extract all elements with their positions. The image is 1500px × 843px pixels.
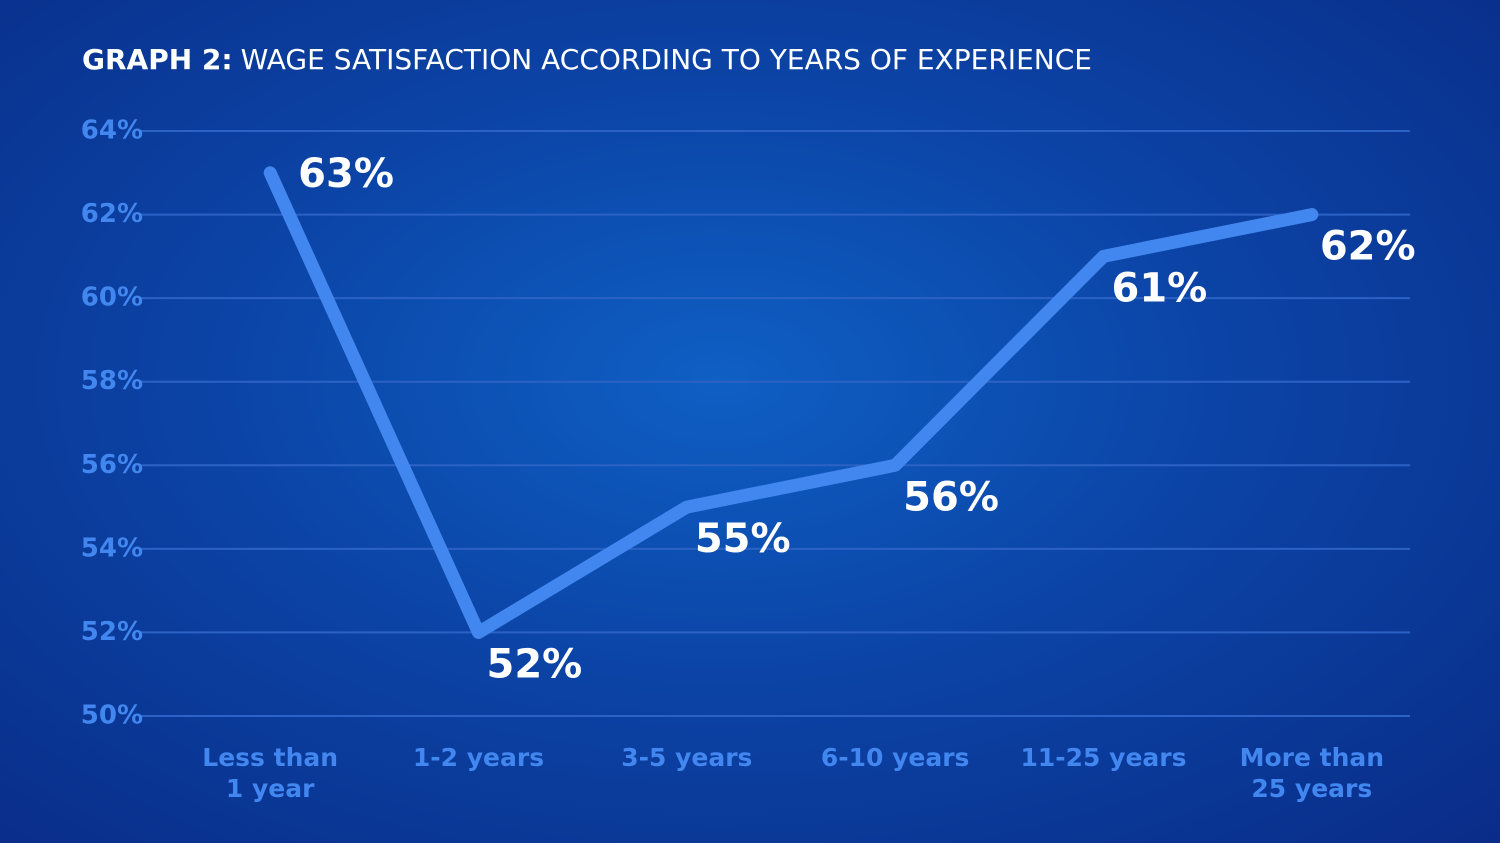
y-tick-label: 58% <box>81 366 143 396</box>
y-tick-label: 64% <box>81 116 143 146</box>
data-line <box>263 166 1319 639</box>
x-tick-label: 6-10 years <box>820 743 970 772</box>
data-label: 63% <box>298 151 394 197</box>
x-tick-label: 1-2 years <box>412 743 545 772</box>
y-tick-label: 62% <box>81 199 143 229</box>
data-label: 52% <box>487 641 583 687</box>
x-tick-label: 11-25 years <box>1020 743 1187 772</box>
y-tick-label: 56% <box>81 450 143 480</box>
x-tick-label: 3-5 years <box>621 743 753 772</box>
title-text: WAGE SATISFACTION ACCORDING TO YEARS OF … <box>241 43 1092 76</box>
data-label: 61% <box>1112 265 1208 311</box>
y-tick-label: 60% <box>81 283 143 313</box>
y-tick-label: 54% <box>81 533 143 563</box>
data-label: 62% <box>1320 224 1416 270</box>
x-tick-label: Less than 1 year <box>202 743 339 803</box>
y-tick-label: 52% <box>81 617 143 647</box>
x-tick-label: More than 25 years <box>1239 743 1385 803</box>
data-label: 55% <box>695 516 791 562</box>
chart-title: GRAPH 2: WAGE SATISFACTION ACCORDING TO Y… <box>82 43 1092 76</box>
title-prefix: GRAPH 2: <box>82 43 233 76</box>
y-tick-label: 50% <box>81 701 143 731</box>
data-label: 56% <box>903 474 999 520</box>
